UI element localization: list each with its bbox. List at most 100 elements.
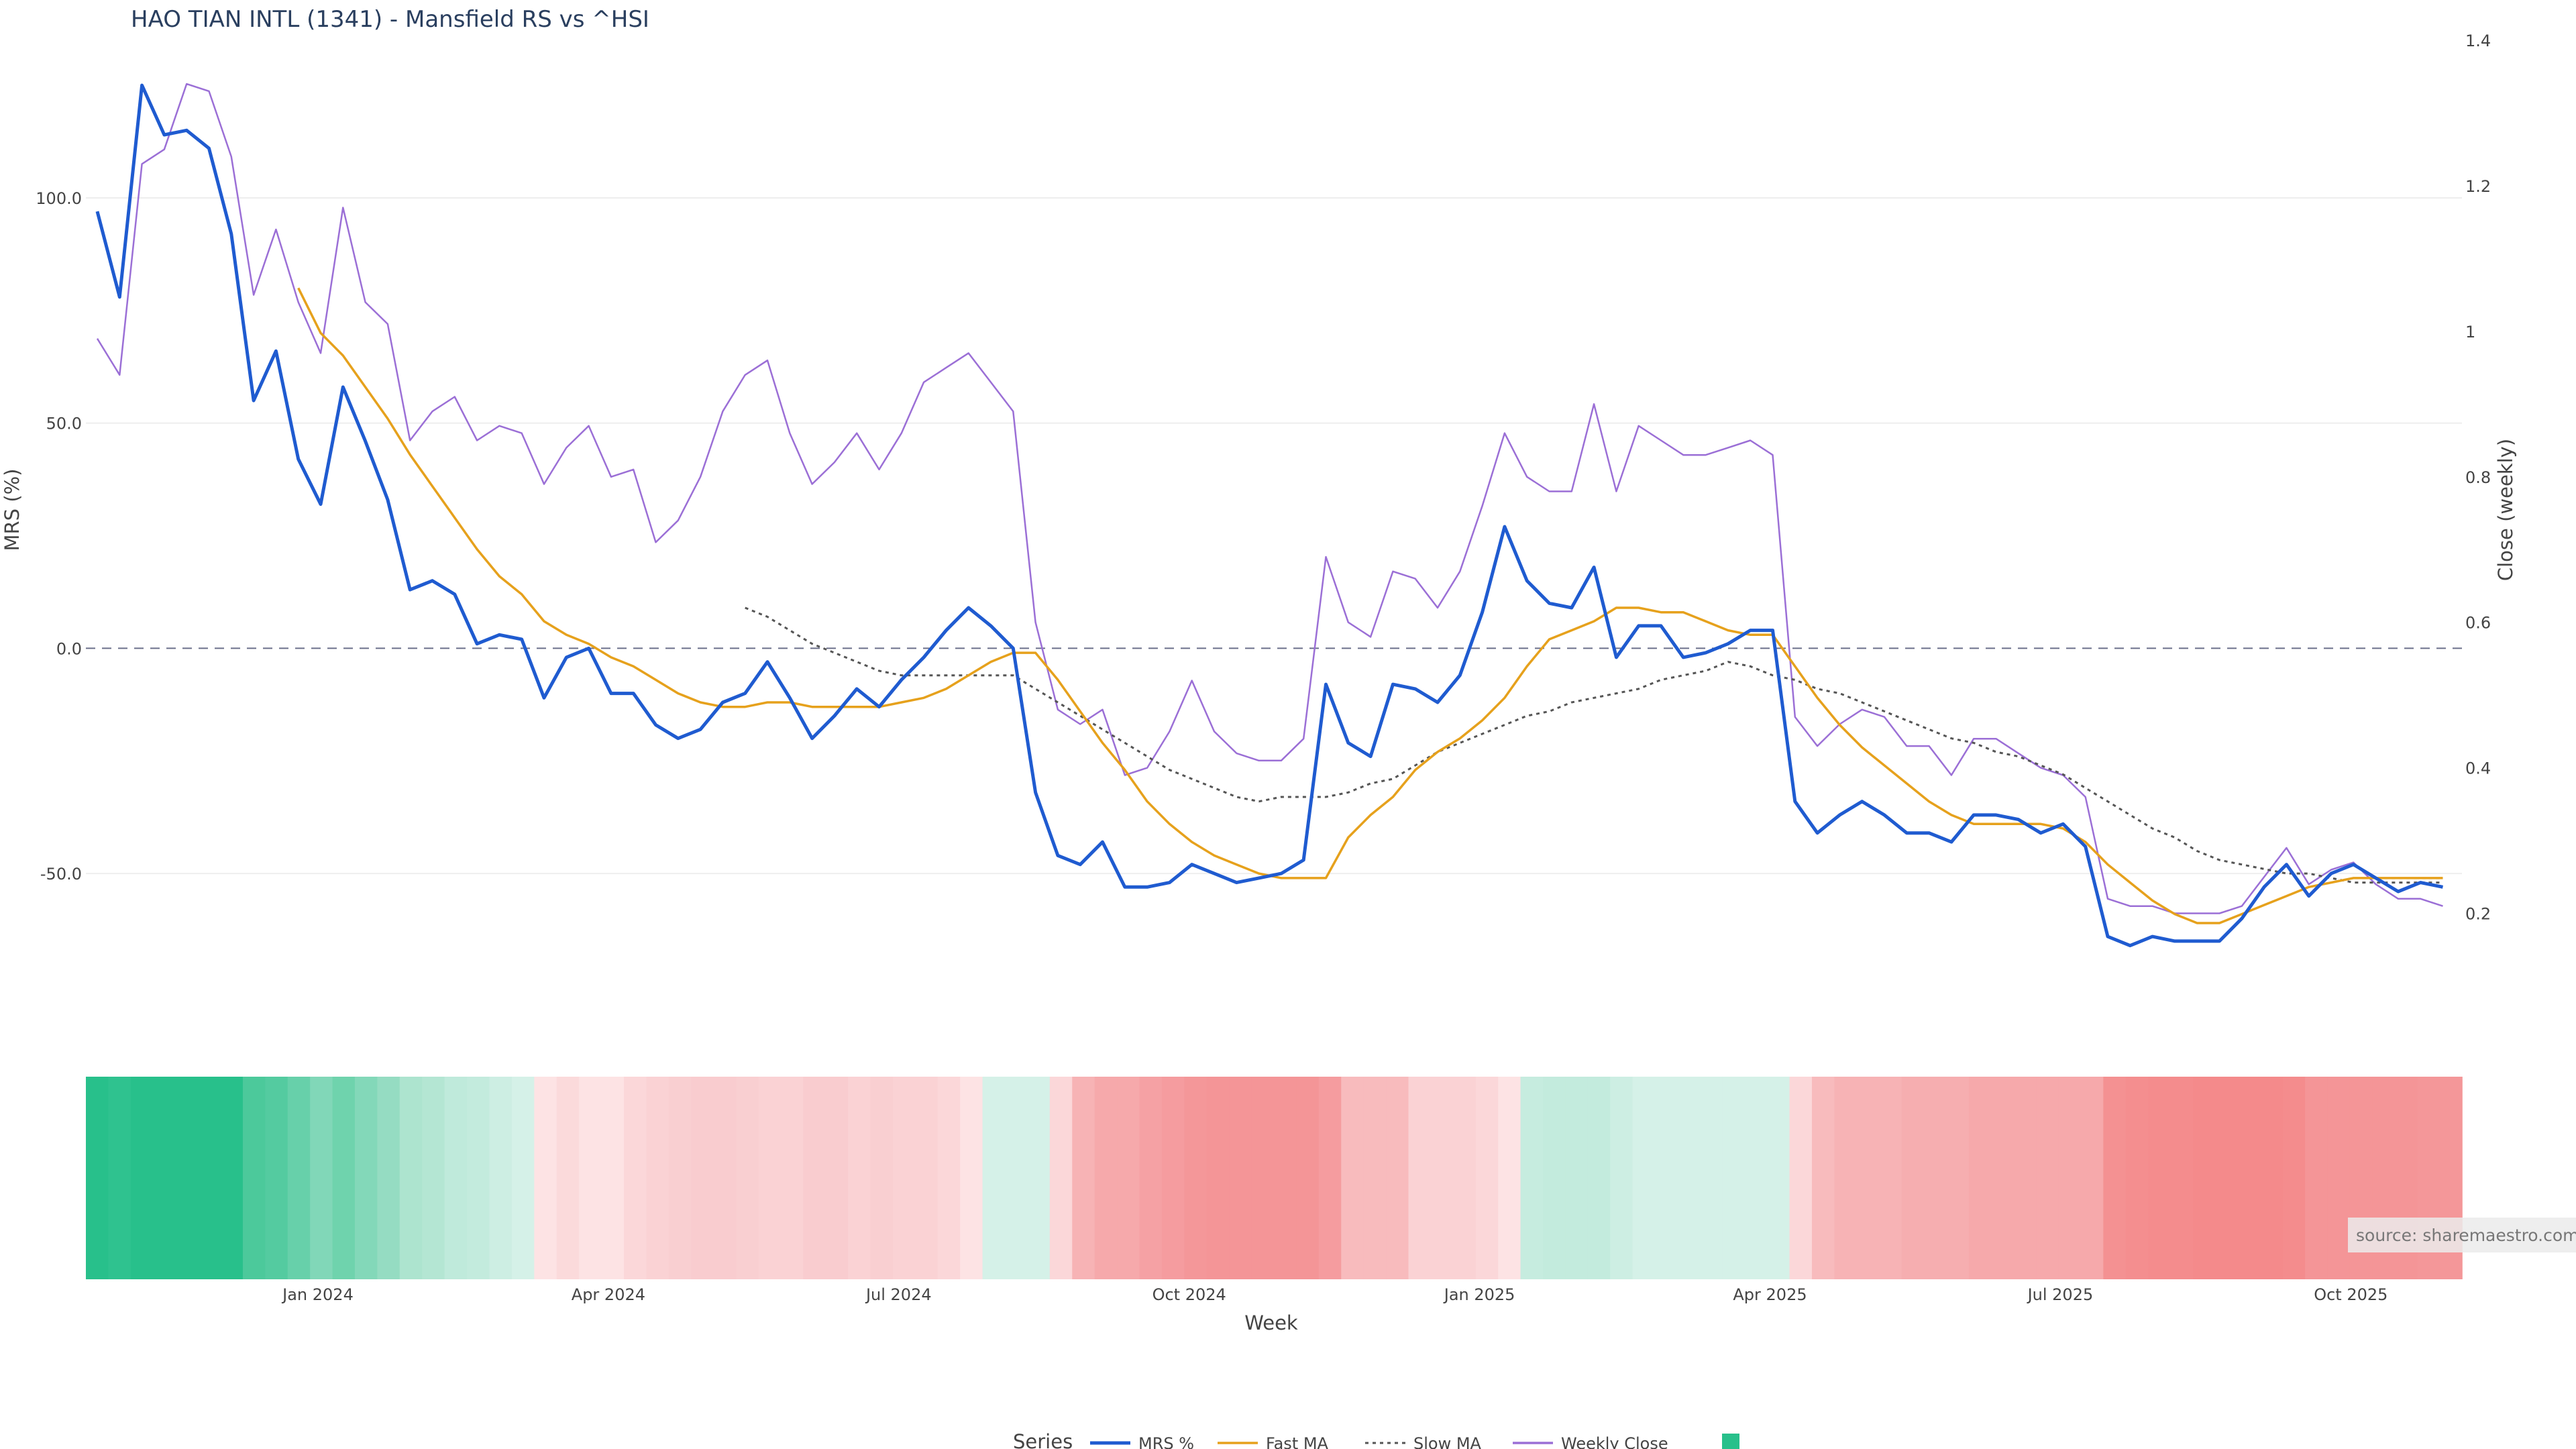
heatmap-cell xyxy=(1789,1077,1813,1279)
heatmap-cell xyxy=(242,1077,266,1279)
x-tick-label: Jan 2024 xyxy=(281,1285,354,1304)
heatmap-cell xyxy=(982,1077,1006,1279)
heatmap-cell xyxy=(1475,1077,1499,1279)
heatmap-cell xyxy=(1453,1077,1477,1279)
heatmap-cell xyxy=(310,1077,333,1279)
heatmap-cell xyxy=(175,1077,199,1279)
heatmap-cell xyxy=(534,1077,557,1279)
heatmap-cell xyxy=(467,1077,490,1279)
heatmap-cell xyxy=(1856,1077,1880,1279)
left-tick-label: 50.0 xyxy=(46,415,82,433)
heatmap-cell xyxy=(377,1077,400,1279)
heatmap-cell xyxy=(265,1077,288,1279)
heatmap-cell xyxy=(198,1077,221,1279)
heatmap-cell xyxy=(287,1077,311,1279)
source-note: source: sharemaestro.com xyxy=(2356,1226,2576,1245)
heatmap-cell xyxy=(646,1077,669,1279)
heatmap-cell xyxy=(1587,1077,1611,1279)
heatmap-cell xyxy=(601,1077,625,1279)
grid-lines xyxy=(86,197,2462,875)
heatmap-cell xyxy=(870,1077,894,1279)
heatmap-cell xyxy=(1968,1077,1992,1279)
heatmap-cell xyxy=(623,1077,647,1279)
series-layer xyxy=(95,83,2443,948)
right-tick-label: 1.2 xyxy=(2465,177,2491,196)
heatmap-cell xyxy=(803,1077,826,1279)
right-tick-label: 0.2 xyxy=(2465,905,2491,924)
heatmap-cell xyxy=(1296,1077,1320,1279)
heatmap-cell xyxy=(2103,1077,2127,1279)
legend-swatch xyxy=(1722,1434,1739,1449)
heatmap-cell xyxy=(1318,1077,1342,1279)
left-tick-label: 0.0 xyxy=(56,639,82,658)
heatmap-cell xyxy=(1386,1077,1409,1279)
heatmap-cell xyxy=(1946,1077,1970,1279)
heatmap-cell xyxy=(354,1077,378,1279)
series-line-slow-ma xyxy=(745,606,2443,884)
heatmap-cell xyxy=(1879,1077,1902,1279)
heatmap-cell xyxy=(444,1077,468,1279)
heatmap-cell xyxy=(2125,1077,2149,1279)
heatmap-cell xyxy=(2327,1077,2351,1279)
heatmap-cell xyxy=(1811,1077,1835,1279)
heatmap-cell xyxy=(848,1077,871,1279)
heatmap-strip xyxy=(86,1077,2463,1279)
heatmap-cell xyxy=(758,1077,782,1279)
heatmap-cell xyxy=(422,1077,445,1279)
x-axis-ticks: Jan 2024 Apr 2024 Jul 2024 Oct 2024 Jan 2025… xyxy=(281,1285,2387,1304)
heatmap-cell xyxy=(1834,1077,1858,1279)
heatmap-cell xyxy=(1184,1077,1208,1279)
heatmap-cell xyxy=(960,1077,983,1279)
heatmap-cell xyxy=(668,1077,692,1279)
heatmap-cell xyxy=(1924,1077,1947,1279)
right-axis-title: Close (weekly) xyxy=(2494,439,2517,581)
series-line-weekly-close xyxy=(96,83,2443,914)
heatmap-cell xyxy=(1274,1077,1297,1279)
x-tick-label: Apr 2024 xyxy=(572,1285,645,1304)
right-tick-label: 0.6 xyxy=(2465,614,2491,633)
heatmap-cell xyxy=(1251,1077,1275,1279)
heatmap-cell xyxy=(1542,1077,1566,1279)
heatmap-cell xyxy=(1005,1077,1028,1279)
heatmap-cell xyxy=(1206,1077,1230,1279)
heatmap-cell xyxy=(511,1077,535,1279)
source-note-background xyxy=(2348,1218,2576,1252)
heatmap-cell xyxy=(2036,1077,2059,1279)
left-tick-label: -50.0 xyxy=(40,865,82,883)
x-axis-title: Week xyxy=(1244,1311,1298,1334)
right-tick-label: 0.8 xyxy=(2465,468,2491,487)
heatmap-cell xyxy=(556,1077,580,1279)
heatmap-cell xyxy=(1117,1077,1140,1279)
heatmap-cell xyxy=(332,1077,356,1279)
legend-entry-label: Fast MA xyxy=(1266,1434,1329,1449)
heatmap-cell xyxy=(1498,1077,1521,1279)
legend-entry-label: Slow MA xyxy=(1413,1434,1482,1449)
left-tick-label: 100.0 xyxy=(36,189,82,208)
heatmap-cell xyxy=(713,1077,737,1279)
heatmap-cell xyxy=(1901,1077,1925,1279)
heatmap-cell xyxy=(691,1077,714,1279)
heatmap-cell xyxy=(2013,1077,2037,1279)
heatmap-cell xyxy=(1767,1077,1790,1279)
right-tick-label: 0.4 xyxy=(2465,759,2491,778)
heatmap-cell xyxy=(2305,1077,2328,1279)
heatmap-cell xyxy=(780,1077,804,1279)
heatmap-cell xyxy=(153,1077,176,1279)
heatmap-cell xyxy=(1565,1077,1589,1279)
heatmap-cell xyxy=(1699,1077,1723,1279)
heatmap-cell xyxy=(399,1077,423,1279)
legend-entry-label: MRS % xyxy=(1138,1434,1194,1449)
right-tick-label: 1 xyxy=(2465,323,2475,341)
heatmap-cell xyxy=(1430,1077,1454,1279)
legend-entry-label: Weekly Close xyxy=(1561,1434,1668,1449)
heatmap-cell xyxy=(1161,1077,1185,1279)
right-axis-ticks: 1.4 1.2 1 0.8 0.6 0.4 0.2 xyxy=(2465,32,2491,924)
heatmap-cell xyxy=(1722,1077,1746,1279)
heatmap-cell xyxy=(108,1077,131,1279)
series-line-mrs- xyxy=(95,83,2443,948)
heatmap-cell xyxy=(489,1077,513,1279)
heatmap-cell xyxy=(1610,1077,1633,1279)
heatmap-cell xyxy=(2058,1077,2082,1279)
heatmap-cell xyxy=(1363,1077,1387,1279)
left-axis-ticks: 100.0 50.0 0.0 -50.0 xyxy=(36,189,82,883)
